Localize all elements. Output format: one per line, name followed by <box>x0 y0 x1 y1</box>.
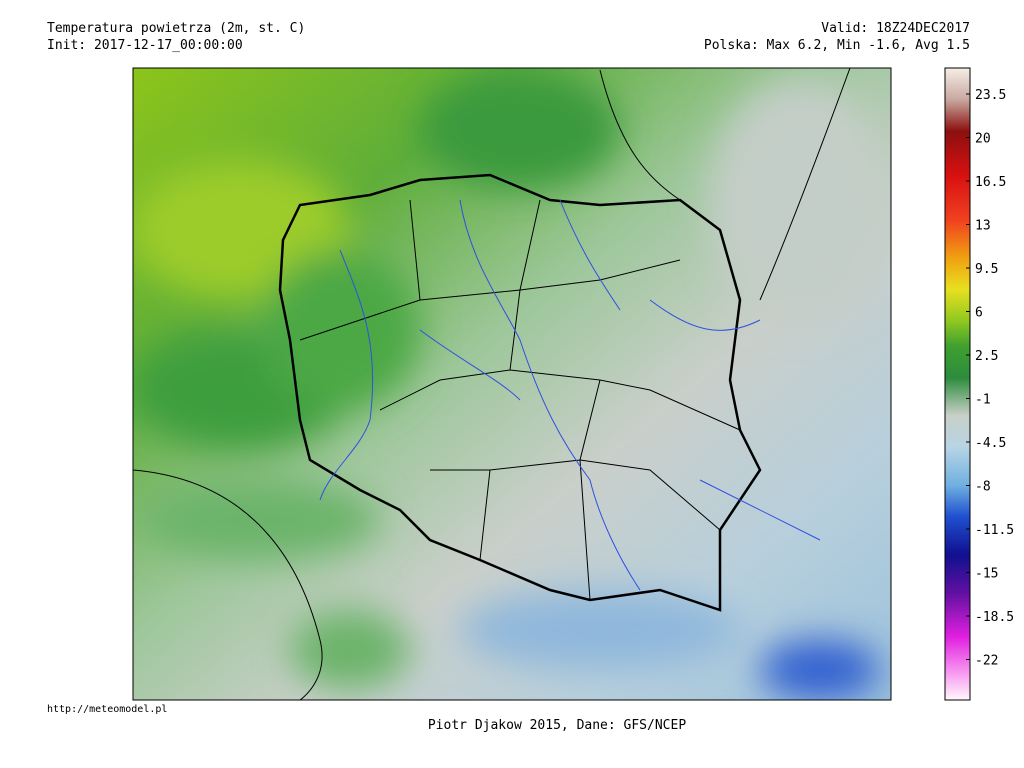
region-borders <box>133 68 851 700</box>
colorbar <box>944 67 971 701</box>
colorbar-label: -8 <box>975 480 991 495</box>
colorbar-label: 16.5 <box>975 175 1006 190</box>
init-time: Init: 2017-12-17_00:00:00 <box>47 38 243 53</box>
colorbar-label: 9.5 <box>975 262 998 277</box>
colorbar-label: -18.5 <box>975 610 1014 625</box>
title: Temperatura powietrza (2m, st. C) <box>47 21 305 36</box>
rivers <box>319 199 821 591</box>
colorbar-label: 13 <box>975 219 991 234</box>
colorbar-label: 6 <box>975 306 983 321</box>
stats: Polska: Max 6.2, Min -1.6, Avg 1.5 <box>704 38 970 53</box>
colorbar-label: 20 <box>975 132 991 147</box>
map <box>133 68 891 700</box>
colorbar-label: -15 <box>975 567 998 582</box>
colorbar-label: -22 <box>975 654 998 669</box>
colorbar-label: -11.5 <box>975 523 1014 538</box>
colorbar-ticks: 23.5 20 16.5 13 9.5 6 2.5 -1 -4.5 -8 -11.5 -15 -18.5… <box>966 88 1014 669</box>
colorbar-label: -4.5 <box>975 436 1006 451</box>
map-frame <box>132 67 892 701</box>
colorbar-label: 23.5 <box>975 88 1006 103</box>
credit: Piotr Djakow 2015, Dane: GFS/NCEP <box>428 718 686 733</box>
source-url: http://meteomodel.pl <box>47 704 167 715</box>
colorbar-label: -1 <box>975 393 991 408</box>
valid-time: Valid: 18Z24DEC2017 <box>821 21 970 36</box>
colorbar-label: 2.5 <box>975 349 998 364</box>
